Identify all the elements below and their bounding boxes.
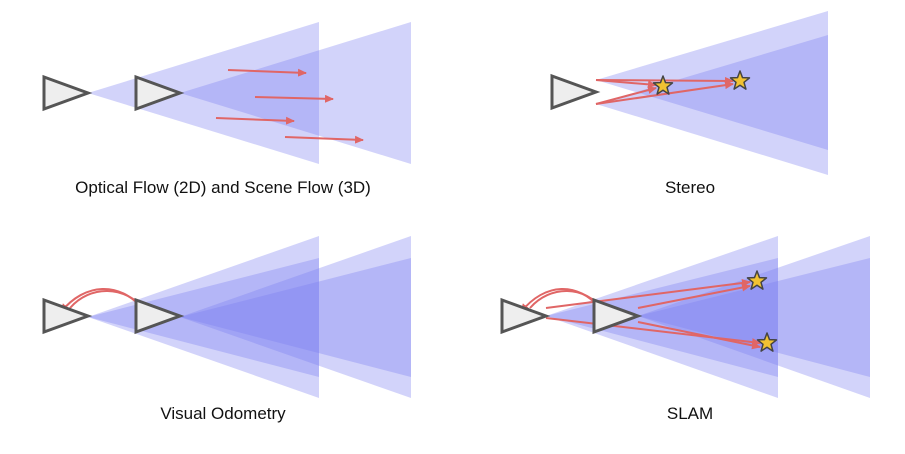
ray-arrow	[545, 279, 751, 309]
frustum-layer	[88, 11, 870, 398]
star-icon	[746, 270, 768, 290]
caption-stereo: Stereo	[664, 178, 716, 197]
frustum-2-rot	[638, 258, 870, 377]
flow-arrow	[284, 135, 364, 144]
flow-arrow	[254, 94, 334, 103]
frustum-1	[546, 236, 778, 398]
camera-icon	[592, 297, 643, 335]
camera-icon	[550, 73, 601, 111]
frustum-2	[638, 236, 870, 398]
caption-slam: SLAM	[666, 404, 714, 423]
star-layer	[652, 70, 778, 352]
ray-arrow	[595, 86, 657, 105]
camera-icon	[500, 297, 551, 335]
caption-visual-odometry: Visual Odometry	[160, 404, 286, 423]
ray-arrow	[595, 81, 734, 105]
frustum-1	[88, 236, 319, 398]
camera-icon	[134, 74, 185, 112]
frustum-1	[88, 22, 319, 164]
star-icon	[652, 75, 674, 95]
frustum-2	[180, 22, 411, 164]
camera-icon	[42, 74, 93, 112]
caption-optical-flow: Optical Flow (2D) and Scene Flow (3D)	[75, 178, 371, 197]
camera-layer	[42, 73, 643, 335]
frustum-1-rot	[546, 258, 778, 377]
star-icon	[729, 70, 751, 90]
camera-icon	[134, 297, 185, 335]
frustum-1-rot	[88, 258, 319, 377]
camera-icon	[42, 297, 93, 335]
ray-arrow	[637, 283, 751, 309]
star-icon	[756, 332, 778, 352]
flow-arrow	[227, 68, 307, 77]
ray-arrow	[637, 321, 761, 350]
frustum-2-rot	[180, 258, 411, 377]
frustum-right	[596, 35, 828, 175]
frustum-2	[180, 236, 411, 398]
flow-arrow	[215, 116, 295, 125]
